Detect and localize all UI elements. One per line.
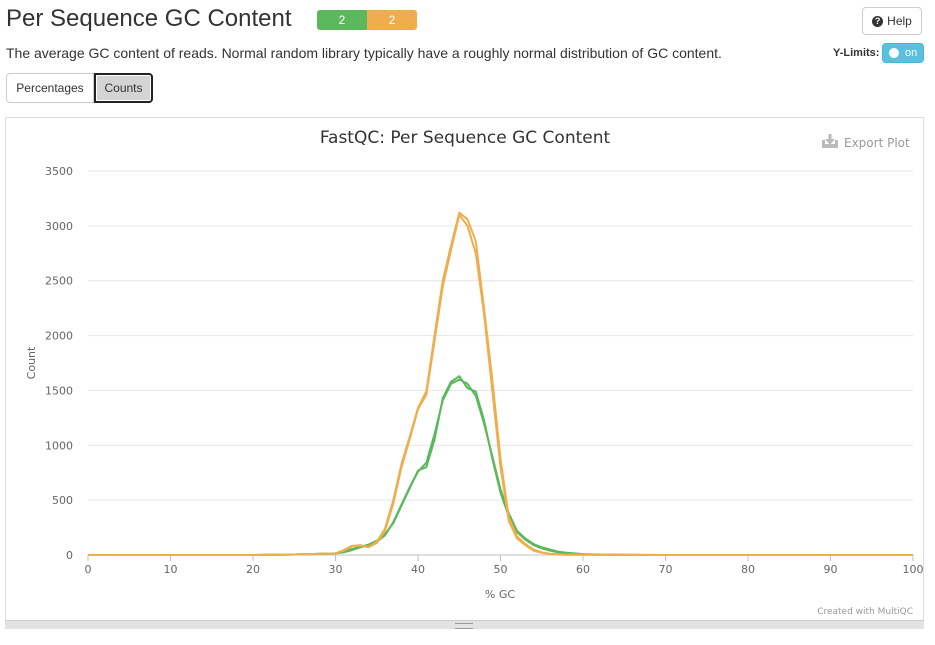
x-tick-label: 40	[411, 563, 425, 576]
x-axis-label: % GC	[485, 588, 515, 601]
y-tick-label: 2000	[45, 330, 73, 343]
series-line-2[interactable]	[88, 375, 913, 556]
data-view-switch: Percentages Counts	[6, 73, 153, 103]
x-tick-label: 80	[741, 563, 755, 576]
status-bar[interactable]: 2 2	[317, 10, 417, 30]
export-plot-button[interactable]: Export Plot	[822, 134, 910, 150]
chart-title: FastQC: Per Sequence GC Content	[320, 128, 611, 148]
grip-icon	[455, 623, 473, 629]
chart-grid	[88, 170, 913, 556]
series-line-4[interactable]	[88, 211, 913, 556]
y-axis-label: Count	[25, 346, 38, 379]
plot-container: FastQC: Per Sequence GC Content Export P…	[5, 117, 924, 629]
tab-counts[interactable]: Counts	[94, 73, 153, 103]
created-with-credit: Created with MultiQC	[817, 607, 913, 617]
ylimits-toggle[interactable]: on	[882, 43, 924, 63]
y-tick-label: 500	[52, 494, 73, 507]
x-tick-label: 50	[494, 563, 508, 576]
x-tick-label: 10	[164, 563, 178, 576]
y-tick-label: 3500	[45, 165, 73, 178]
y-tick-label: 2500	[45, 275, 73, 288]
toggle-label: on	[905, 47, 918, 59]
y-tick-label: 3000	[45, 220, 73, 233]
help-button-label: Help	[887, 14, 912, 28]
x-tick-label: 60	[576, 563, 590, 576]
toggle-knob	[889, 48, 899, 58]
help-button[interactable]: ? Help	[862, 7, 922, 35]
download-icon	[822, 134, 838, 148]
ylimits-label: Y-Limits:	[833, 47, 880, 59]
gc-content-chart: FastQC: Per Sequence GC Content Export P…	[25, 128, 924, 617]
y-tick-label: 1500	[45, 384, 73, 397]
x-tick-label: 20	[246, 563, 260, 576]
tab-percentages[interactable]: Percentages	[6, 73, 94, 103]
y-tick-label: 0	[66, 549, 73, 562]
x-tick-label: 70	[659, 563, 673, 576]
x-tick-label: 30	[329, 563, 343, 576]
y-axis-ticks: 0 500 1000 1500 2000 2500 3000 3500	[45, 165, 73, 562]
chart-series	[88, 211, 913, 556]
status-badge-pass[interactable]: 2	[317, 10, 367, 30]
status-badge-warn[interactable]: 2	[367, 10, 417, 30]
x-tick-label: 0	[85, 563, 92, 576]
export-plot-label: Export Plot	[844, 136, 910, 150]
page-title: Per Sequence GC Content	[6, 5, 292, 32]
x-tick-label: 90	[824, 563, 838, 576]
x-axis-ticks: 0 10 20 30 40 50 60 70 80 90 100	[85, 555, 924, 576]
y-tick-label: 1000	[45, 439, 73, 452]
series-line-3[interactable]	[88, 213, 913, 556]
x-tick-label: 100	[903, 563, 924, 576]
question-circle-icon: ?	[872, 15, 884, 27]
section-description: The average GC content of reads. Normal …	[6, 45, 722, 61]
plot-resize-handle[interactable]	[5, 620, 924, 629]
